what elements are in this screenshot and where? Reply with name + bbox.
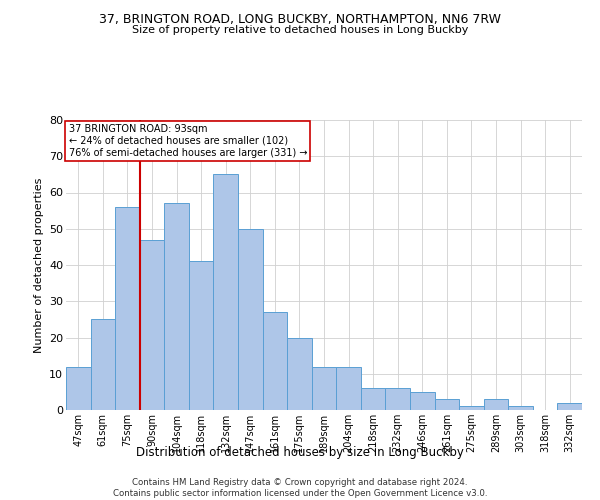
Y-axis label: Number of detached properties: Number of detached properties bbox=[34, 178, 44, 352]
Bar bbox=[214, 174, 238, 410]
Bar bbox=[91, 320, 115, 410]
Text: 37 BRINGTON ROAD: 93sqm
← 24% of detached houses are smaller (102)
76% of semi-d: 37 BRINGTON ROAD: 93sqm ← 24% of detache… bbox=[68, 124, 307, 158]
Bar bbox=[66, 366, 91, 410]
Bar bbox=[557, 403, 582, 410]
Bar bbox=[287, 338, 312, 410]
Bar bbox=[434, 399, 459, 410]
Text: Contains HM Land Registry data © Crown copyright and database right 2024.
Contai: Contains HM Land Registry data © Crown c… bbox=[113, 478, 487, 498]
Text: 37, BRINGTON ROAD, LONG BUCKBY, NORTHAMPTON, NN6 7RW: 37, BRINGTON ROAD, LONG BUCKBY, NORTHAMP… bbox=[99, 12, 501, 26]
Bar bbox=[164, 204, 189, 410]
Bar bbox=[459, 406, 484, 410]
Bar bbox=[484, 399, 508, 410]
Bar bbox=[263, 312, 287, 410]
Bar bbox=[361, 388, 385, 410]
Bar bbox=[508, 406, 533, 410]
Bar bbox=[410, 392, 434, 410]
Bar bbox=[336, 366, 361, 410]
Bar bbox=[385, 388, 410, 410]
Bar bbox=[238, 229, 263, 410]
Text: Size of property relative to detached houses in Long Buckby: Size of property relative to detached ho… bbox=[132, 25, 468, 35]
Bar bbox=[189, 262, 214, 410]
Bar bbox=[312, 366, 336, 410]
Bar bbox=[115, 207, 140, 410]
Bar bbox=[140, 240, 164, 410]
Text: Distribution of detached houses by size in Long Buckby: Distribution of detached houses by size … bbox=[136, 446, 464, 459]
